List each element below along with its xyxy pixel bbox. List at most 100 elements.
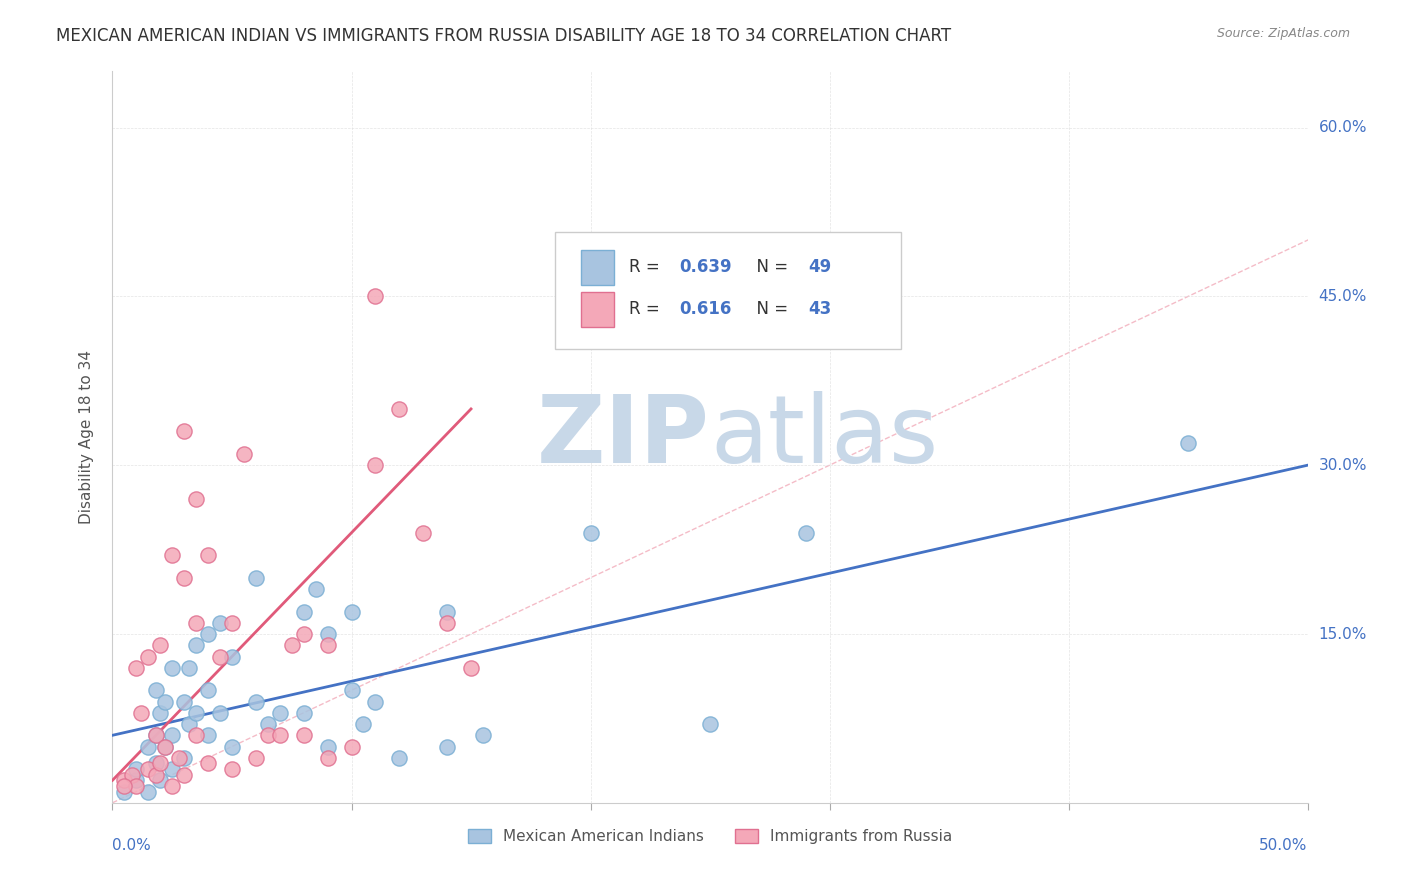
Point <box>352 717 374 731</box>
Point <box>269 706 291 720</box>
Point <box>114 779 135 793</box>
Point <box>209 615 232 630</box>
Text: ZIP: ZIP <box>537 391 710 483</box>
Point <box>340 605 363 619</box>
Point <box>186 615 208 630</box>
Point <box>145 756 167 771</box>
Point <box>364 694 387 708</box>
Point <box>257 717 280 731</box>
Point <box>121 767 143 781</box>
Text: 0.616: 0.616 <box>679 300 731 318</box>
Point <box>316 627 339 641</box>
Point <box>138 784 160 798</box>
Y-axis label: Disability Age 18 to 34: Disability Age 18 to 34 <box>79 350 94 524</box>
Point <box>162 548 183 562</box>
Point <box>173 571 195 585</box>
Point <box>305 582 328 596</box>
FancyBboxPatch shape <box>581 250 614 285</box>
Point <box>177 661 200 675</box>
Point <box>145 728 167 742</box>
Point <box>186 706 208 720</box>
Point <box>460 661 482 675</box>
Point <box>162 728 183 742</box>
Point <box>173 425 195 439</box>
Point <box>138 739 160 754</box>
Point <box>138 762 160 776</box>
FancyBboxPatch shape <box>581 292 614 326</box>
Text: 30.0%: 30.0% <box>1319 458 1367 473</box>
Point <box>221 739 243 754</box>
Text: R =: R = <box>628 259 665 277</box>
Point <box>186 728 208 742</box>
Text: 0.639: 0.639 <box>679 259 731 277</box>
Text: 50.0%: 50.0% <box>1260 838 1308 853</box>
Point <box>257 728 280 742</box>
Text: 49: 49 <box>808 259 831 277</box>
Text: 60.0%: 60.0% <box>1319 120 1367 135</box>
Point <box>173 767 195 781</box>
Point <box>316 751 339 765</box>
Point <box>125 773 148 788</box>
Point <box>173 751 195 765</box>
Point <box>281 638 304 652</box>
Point <box>162 779 183 793</box>
Point <box>364 458 387 473</box>
Point <box>173 694 195 708</box>
Point <box>209 649 232 664</box>
Point <box>316 739 339 754</box>
Point <box>162 661 183 675</box>
Point <box>153 739 176 754</box>
Point <box>221 649 243 664</box>
Point <box>186 491 208 506</box>
Point <box>269 728 291 742</box>
Point <box>794 525 817 540</box>
Point <box>145 728 167 742</box>
Point <box>197 683 219 698</box>
Point <box>153 739 176 754</box>
Text: MEXICAN AMERICAN INDIAN VS IMMIGRANTS FROM RUSSIA DISABILITY AGE 18 TO 34 CORREL: MEXICAN AMERICAN INDIAN VS IMMIGRANTS FR… <box>56 27 952 45</box>
Point <box>1177 435 1199 450</box>
Point <box>221 615 243 630</box>
Point <box>125 779 148 793</box>
Point <box>177 717 200 731</box>
Point <box>145 767 167 781</box>
Text: 15.0%: 15.0% <box>1319 626 1367 641</box>
FancyBboxPatch shape <box>554 232 901 350</box>
Point <box>114 784 135 798</box>
Point <box>292 728 315 742</box>
Point <box>149 638 172 652</box>
Point <box>340 739 363 754</box>
Point <box>436 605 458 619</box>
Point <box>579 525 602 540</box>
Point <box>186 638 208 652</box>
Text: atlas: atlas <box>710 391 938 483</box>
Point <box>699 717 721 731</box>
Point <box>149 706 172 720</box>
Point <box>472 728 495 742</box>
Point <box>149 773 172 788</box>
Point <box>388 751 411 765</box>
Point <box>162 762 183 776</box>
Text: 0.0%: 0.0% <box>112 838 152 853</box>
Point <box>169 751 191 765</box>
Point <box>388 401 411 416</box>
Point <box>292 605 315 619</box>
Point <box>436 615 458 630</box>
Point <box>292 627 315 641</box>
Point <box>197 627 219 641</box>
Text: N =: N = <box>747 259 793 277</box>
Point <box>292 706 315 720</box>
Text: R =: R = <box>628 300 665 318</box>
Legend: Mexican American Indians, Immigrants from Russia: Mexican American Indians, Immigrants fro… <box>463 822 957 850</box>
Point <box>221 762 243 776</box>
Text: 43: 43 <box>808 300 831 318</box>
Point <box>245 571 267 585</box>
Point <box>412 525 434 540</box>
Point <box>340 683 363 698</box>
Point <box>114 773 135 788</box>
Point <box>197 756 219 771</box>
Point <box>129 706 152 720</box>
Text: N =: N = <box>747 300 793 318</box>
Point <box>316 638 339 652</box>
Point <box>149 756 172 771</box>
